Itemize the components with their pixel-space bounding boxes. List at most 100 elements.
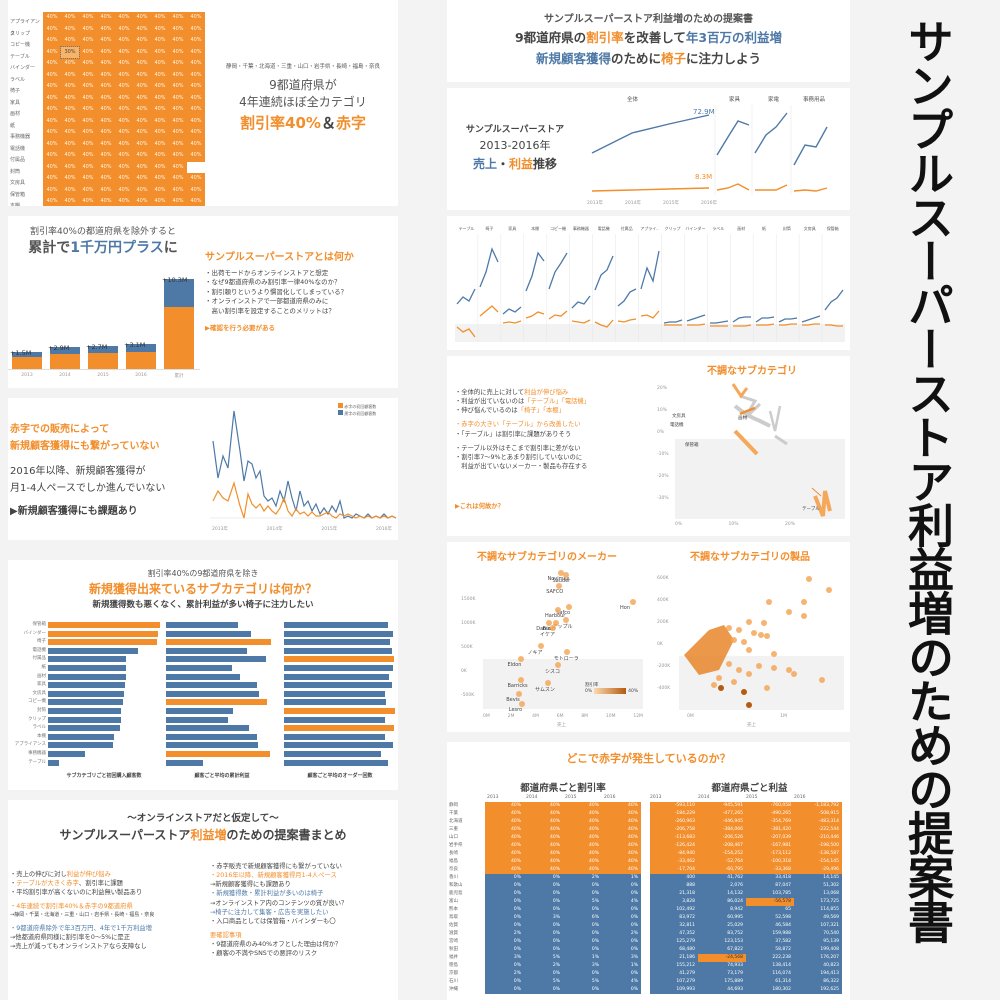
heatmap-row-label: バインダー [10,65,36,71]
heatmap-cell: 40% [82,14,94,20]
heatmap-cell: 40% [118,117,130,124]
discount-cell: 40% [524,810,563,818]
discount-cell: 0% [563,882,602,890]
summary-right-points: ・赤字販売で新規顧客獲得にも繋がっていない ・2016年以降、新規顧客獲得月1-4… [210,862,398,958]
table-row: -260,963 -446,945 -354,769 -483,314 [650,818,842,826]
prefecture-name: 静岡 [449,803,458,808]
heatmap-cell: 40% [154,14,166,20]
new-customer-title1: 赤字での販売によって [10,424,110,435]
new-customer-conclusion: ▶新規顧客獲得にも課題あり [10,506,138,517]
heatmap-cell: 40% [172,140,184,147]
heatmap-cell: 40% [118,186,130,193]
poor-x-ticks: 0% 10% 20% [675,522,795,527]
subcategory-bar [48,673,127,680]
subcategory-trend-title: 保管箱 [826,226,839,231]
discount-cell: 40% [485,866,524,874]
heatmap-cell: 40% [46,140,58,147]
heatmap-cell: 40% [64,37,76,43]
prefecture-name: 山口 [449,835,458,840]
profit-cell: 32,811 [650,922,698,930]
table-row: 沖縄 0% 0% 0% 0% [447,986,641,994]
products-x-label: 売上 [747,723,756,728]
profit-cell: -17,704 [650,866,698,874]
heatmap-cell: 30% [60,45,80,59]
subcategory-bar [284,630,393,637]
heatmap-cell: 40% [190,198,202,204]
profit-cell: -126,424 [650,842,698,850]
heatmap-cell: 40% [136,152,148,158]
heatmap-cell: 40% [100,14,112,20]
poor-point-text: ・「テーブル」は割引率に課題がありそう [455,430,572,438]
profit-cell: -113,683 [650,834,698,842]
profit-cell: 65 [746,906,794,914]
subcategory-tagline: 新規獲得数も悪くなく、累計利益が多い椅子に注力したい [92,600,314,610]
heatmap-cell: 40% [46,129,58,135]
summary-point: →新規顧客獲得にも課題あり [210,880,398,889]
maker-label: Sauder [552,578,571,585]
profit-cell: -60,795 [698,866,746,874]
subcategory-row-label: 付属品 [32,656,47,662]
discount-cell: 0% [524,938,563,946]
discount-cell: 3% [485,954,524,962]
subcategory-bar [166,699,267,706]
discount-cell: 0% [602,914,641,922]
discount-cell: 0% [524,922,563,930]
heatmap-cell: 40% [100,140,112,147]
prefecture-name: 宮崎 [449,939,458,944]
where-loss-panel: どこで赤字が発生しているのか？ 都道府県ごと割引率 都道府県ごと利益 2013 2… [447,742,850,1000]
subcategory-row-label: 椅子 [37,639,46,645]
bar-delta [12,352,42,357]
heatmap-cell: 40% [46,186,58,193]
heatmap-cell: 40% [64,198,76,204]
heatmap-cell: 40% [46,25,58,32]
subcategory-bar [48,656,127,663]
bar-delta [88,346,118,353]
prefecture-list: 静岡・千葉・北海道・三重・山口・岩手県・長崎・福島・奈良 [225,64,380,70]
heatmap-cell: 40% [118,83,130,89]
profit-year-headers: 2013 2014 2015 2016 [650,795,842,800]
bar-base [12,357,42,369]
profit-cell: -490,265 [746,810,794,818]
maker-dot [518,701,525,707]
profit-cell: -381,420 [746,826,794,834]
poor-subcategory-panel: ・全体的に売上に対して利益が伸び悩み ・利益が出ていないのは「テーブル」「電話機」… [447,356,850,536]
profit-cell: 116,074 [746,970,794,978]
prefecture-name: 千葉 [449,811,458,816]
heatmap-cell: 40% [136,186,148,193]
subcategory-column-title: 顧客ごと平均のオーダー回数 [307,773,373,779]
discount-cell: 40% [485,810,524,818]
summary-point: 要確認事項 [210,931,398,940]
profit-cell: 68,480 [650,946,698,954]
heatmap-cell: 40% [154,83,166,89]
heatmap-row-label: 家具 [10,99,21,106]
maker-dot [563,648,570,655]
table-row: 三重 40% 40% 40% 40% [447,826,641,834]
new-customer-line-chart [210,410,397,519]
discount-cell: 40% [485,858,524,866]
profit-cell: 58,872 [746,946,794,954]
table-row: 富山 0% 0% 5% 4% [447,898,641,906]
subcategory-bar [284,725,394,732]
table-row: 長崎 40% 40% 40% 40% [447,850,641,858]
profit-cell: 3,828 [650,898,698,906]
bar-base [50,354,80,369]
poor-subcategory-title: 不調なサブカテゴリ [707,366,797,377]
subcategory-row-label: 紙 [41,665,47,670]
heatmap-cell: 40% [136,106,148,112]
subcategory-bar [166,665,233,671]
table-row: 熊本 0% 0% 0% 0% [447,906,641,914]
summary-line2: 4年連続ほぼ全カテゴリ [239,95,367,109]
poor-point: ・利益が出ていないのは「テーブル」「電話機」 [455,397,655,406]
heatmap-cell: 40% [136,37,148,43]
heatmap-cell: 40% [190,48,202,55]
subcategory-bar [48,682,126,689]
heatmap-cell: 40% [118,106,130,112]
subcategory-panel: 割引率40%の9都道府県を除き 新規獲得出来ているサブカテゴリは何か？ 新規獲得… [8,560,398,790]
profit-cell: 83,972 [650,914,698,922]
discount-cell: 40% [602,842,641,850]
summary-point-text: ・顧客の不満やSNSでの悪評のリスク [210,950,318,958]
summary-point: ・テーブルが大きく赤字、割引率に課題 [10,879,210,888]
subcategory-row-label: コピー機 [28,699,46,705]
discount-cell: 0% [485,978,524,986]
profit-cell: 138,414 [746,962,794,970]
